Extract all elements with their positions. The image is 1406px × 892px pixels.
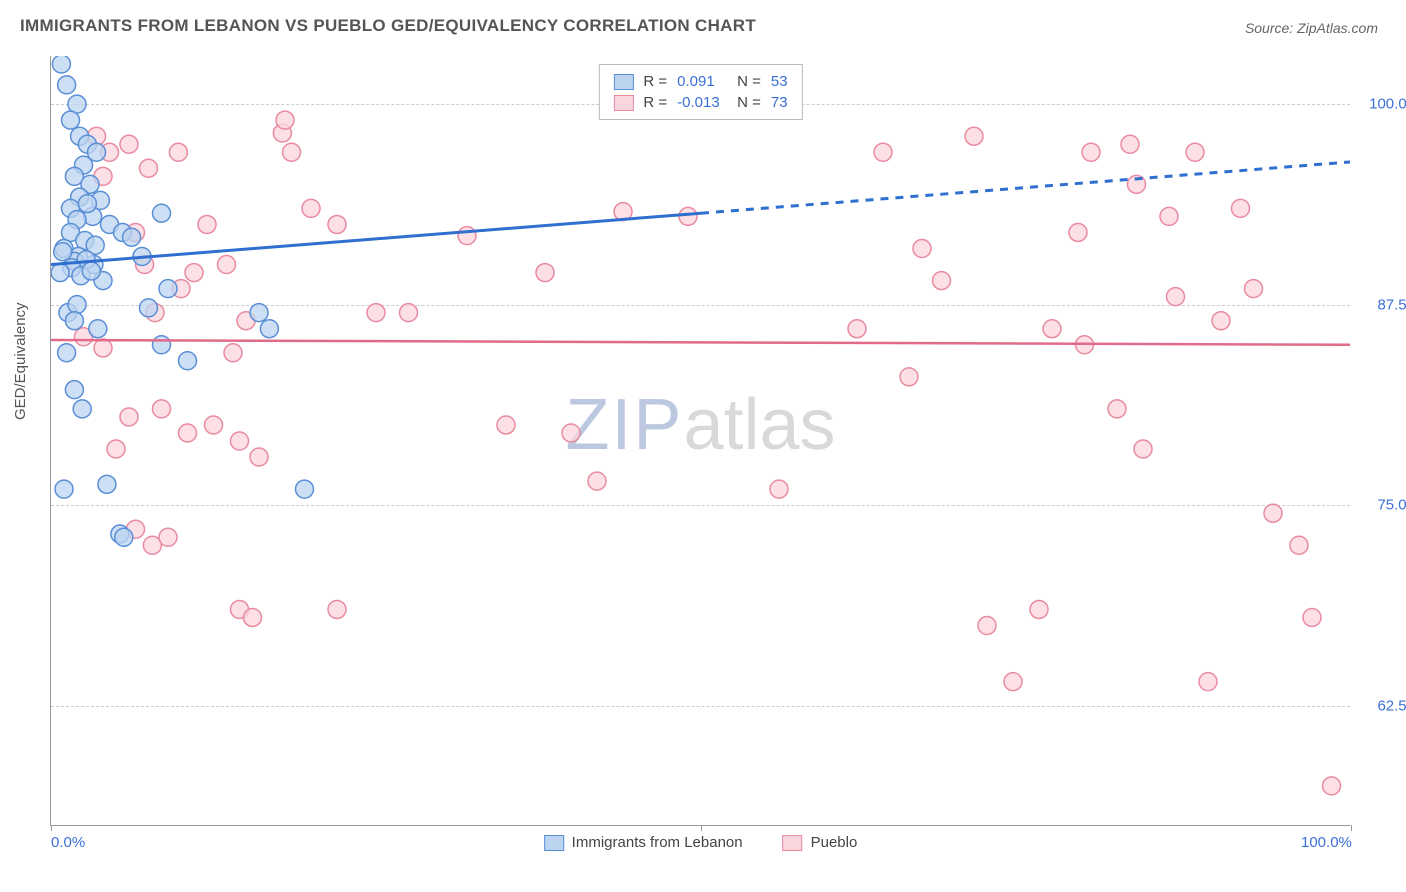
legend-row-pueblo: R = -0.013 N = 73 — [613, 92, 787, 113]
y-axis-label: GED/Equivalency — [12, 302, 29, 420]
legend-lebanon-label: Immigrants from Lebanon — [572, 834, 743, 851]
legend-r-label: R = — [643, 73, 667, 90]
x-tick-label: 100.0% — [1301, 834, 1352, 851]
legend-pueblo-r: -0.013 — [677, 94, 727, 111]
y-tick-label: 87.5% — [1360, 296, 1406, 313]
legend-n-label-2: N = — [737, 94, 761, 111]
legend-pueblo-label: Pueblo — [811, 834, 858, 851]
legend-pueblo-n: 73 — [771, 94, 788, 111]
legend-n-label: N = — [737, 73, 761, 90]
x-tick-label: 0.0% — [51, 834, 85, 851]
legend-item-lebanon: Immigrants from Lebanon — [544, 834, 743, 851]
y-tick-label: 75.0% — [1360, 497, 1406, 514]
chart-title: IMMIGRANTS FROM LEBANON VS PUEBLO GED/EQ… — [20, 16, 756, 36]
swatch-lebanon-2 — [544, 835, 564, 851]
legend-r-label-2: R = — [643, 94, 667, 111]
plot-area: ZIPatlas R = 0.091 N = 53 R = -0.013 N =… — [50, 56, 1350, 826]
source-label: Source: — [1245, 20, 1293, 36]
legend-series: Immigrants from Lebanon Pueblo — [544, 834, 858, 851]
legend-item-pueblo: Pueblo — [783, 834, 858, 851]
y-tick-label: 62.5% — [1360, 697, 1406, 714]
swatch-pueblo-2 — [783, 835, 803, 851]
scatter-svg — [51, 56, 1350, 825]
swatch-pueblo — [613, 95, 633, 111]
y-tick-label: 100.0% — [1360, 96, 1406, 113]
source-value: ZipAtlas.com — [1297, 20, 1378, 36]
legend-lebanon-n: 53 — [771, 73, 788, 90]
legend-lebanon-r: 0.091 — [677, 73, 727, 90]
source-attribution: Source: ZipAtlas.com — [1245, 20, 1378, 36]
legend-row-lebanon: R = 0.091 N = 53 — [613, 71, 787, 92]
swatch-lebanon — [613, 74, 633, 90]
legend-correlation: R = 0.091 N = 53 R = -0.013 N = 73 — [598, 64, 802, 120]
